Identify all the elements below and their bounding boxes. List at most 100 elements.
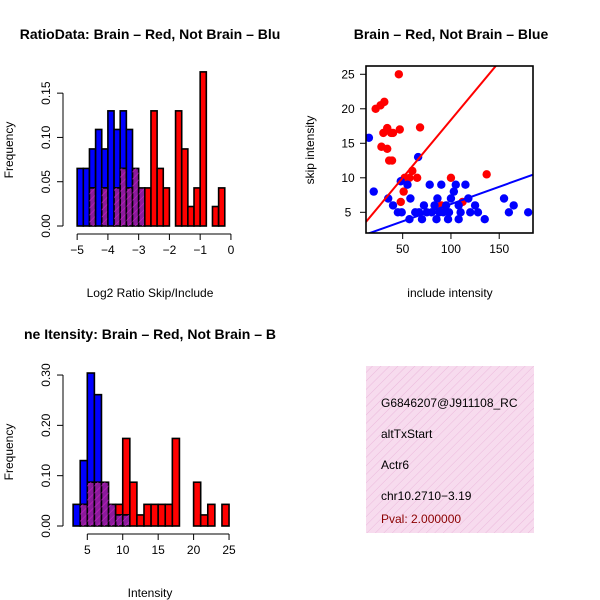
histogram-overlap-hatch (114, 187, 121, 226)
not-brain-point (366, 133, 374, 142)
x-tick-label: 100 (441, 242, 461, 256)
histogram-bar (199, 71, 208, 227)
histogram-bar (88, 148, 97, 189)
not-brain-point (470, 201, 480, 210)
not-brain-point (509, 201, 518, 210)
histogram-bar (174, 110, 183, 227)
histogram-overlap-hatch (120, 168, 127, 226)
scatter-plot-frame (365, 65, 534, 234)
histogram-bar (144, 187, 152, 227)
brain-point (380, 97, 389, 107)
histogram-bar (113, 128, 122, 189)
histogram-overlap-hatch (89, 187, 96, 226)
y-tick-label: 15 (341, 136, 355, 150)
info-event-type: altTxStart (381, 427, 433, 441)
not-brain-point (473, 208, 483, 217)
histogram-bar (156, 167, 165, 227)
y-tick-label: 25 (341, 67, 355, 81)
y-tick-label: 5 (345, 205, 352, 219)
histogram-overlap-hatch (126, 187, 133, 226)
x-tick-label: 20 (187, 543, 201, 557)
x-tick-label: 50 (396, 242, 410, 256)
histogram-overlap-hatch (108, 504, 116, 526)
x-tick-label: 15 (151, 543, 165, 557)
histogram-overlap-hatch (87, 482, 95, 526)
histogram-overlap-hatch (94, 482, 102, 526)
brain-point (394, 70, 404, 79)
histogram-bar (114, 503, 124, 516)
info-gene-name: Actr6 (381, 458, 409, 472)
ratio-histogram-panel: RatioData: Brain – Red, Not Brain – Blu … (2, 26, 280, 300)
x-tick-label: 25 (222, 543, 236, 557)
intensity-histogram-title: ne Itensity: Brain – Red, Not Brain – B (24, 326, 276, 342)
histogram-overlap-hatch (115, 514, 123, 526)
not-brain-point (417, 214, 427, 224)
not-brain-point (369, 187, 378, 196)
x-tick-label: −5 (70, 243, 84, 257)
not-brain-point (437, 180, 446, 189)
brain-point (384, 156, 394, 165)
not-brain-point (523, 208, 533, 217)
brain-point (415, 123, 425, 132)
y-tick-label: 0.15 (39, 81, 53, 105)
brain-point (379, 128, 388, 138)
x-tick-label: −1 (193, 243, 207, 257)
y-tick-label: 0.10 (39, 464, 53, 488)
ratio-histogram-title: RatioData: Brain – Red, Not Brain – Blu (20, 26, 281, 42)
intensity-histogram-ylabel: Frequency (2, 424, 16, 481)
y-tick-label: 0.20 (39, 413, 53, 437)
histogram-bar (100, 148, 109, 189)
histogram-bar (162, 187, 171, 227)
brain-point (399, 187, 408, 196)
histogram-overlap-hatch (122, 514, 130, 526)
not-brain-point (443, 214, 453, 224)
histogram-bar (129, 481, 138, 527)
brain-point (386, 128, 396, 138)
intensity-scatter-panel: Brain – Red, Not Brain – Blue 50 100 150 5 1… (303, 26, 549, 300)
histogram-bar (199, 514, 209, 527)
histogram-bar (121, 437, 131, 516)
histogram-bar (164, 503, 174, 527)
intensity-scatter-xlabel: include intensity (407, 286, 492, 300)
brain-point (482, 170, 491, 179)
not-brain-point (499, 194, 509, 203)
ratio-histogram-xlabel: Log2 Ratio Skip/Include (87, 286, 214, 300)
not-brain-point (504, 208, 514, 217)
histogram-bar (217, 187, 226, 227)
histogram-overlap-hatch (138, 187, 145, 226)
x-tick-label: 0 (228, 243, 235, 257)
histogram-bar (171, 437, 181, 527)
intensity-scatter-plot: 50 100 150 5 10 15 20 25 (341, 65, 534, 256)
histogram-bar (107, 110, 115, 227)
y-tick-label: 0.05 (39, 170, 53, 194)
histogram-bar (187, 205, 195, 227)
y-tick-label: 10 (341, 171, 355, 185)
brain-point (446, 173, 456, 182)
histogram-bar (143, 503, 152, 527)
brain-point (395, 125, 404, 134)
ratio-histogram-plot: −5 −4 −3 −2 −1 0 0.00 0.05 0.10 0.15 (39, 71, 235, 257)
histogram-bar (79, 459, 89, 506)
histogram-bar (211, 205, 220, 227)
histogram-bar (157, 503, 167, 527)
x-tick-label: −2 (163, 243, 177, 257)
brain-point (377, 142, 386, 151)
histogram-bar (72, 503, 82, 527)
y-tick-label: 0.00 (39, 514, 53, 538)
x-tick-label: 150 (489, 242, 509, 256)
histogram-overlap-hatch (101, 482, 109, 526)
histogram-bar (150, 503, 159, 527)
not-brain-point (444, 208, 454, 217)
not-brain-point (406, 194, 415, 203)
not-brain-point (397, 208, 406, 217)
not-brain-point (461, 180, 470, 189)
histogram-overlap-hatch (101, 187, 108, 226)
not-brain-point (413, 152, 423, 162)
y-tick-label: 0.30 (39, 363, 53, 387)
brain-point (405, 173, 414, 182)
intensity-scatter-title: Brain – Red, Not Brain – Blue (354, 26, 549, 42)
not-brain-point (466, 208, 475, 217)
histogram-bar (221, 503, 230, 527)
not-brain-point (430, 201, 439, 210)
